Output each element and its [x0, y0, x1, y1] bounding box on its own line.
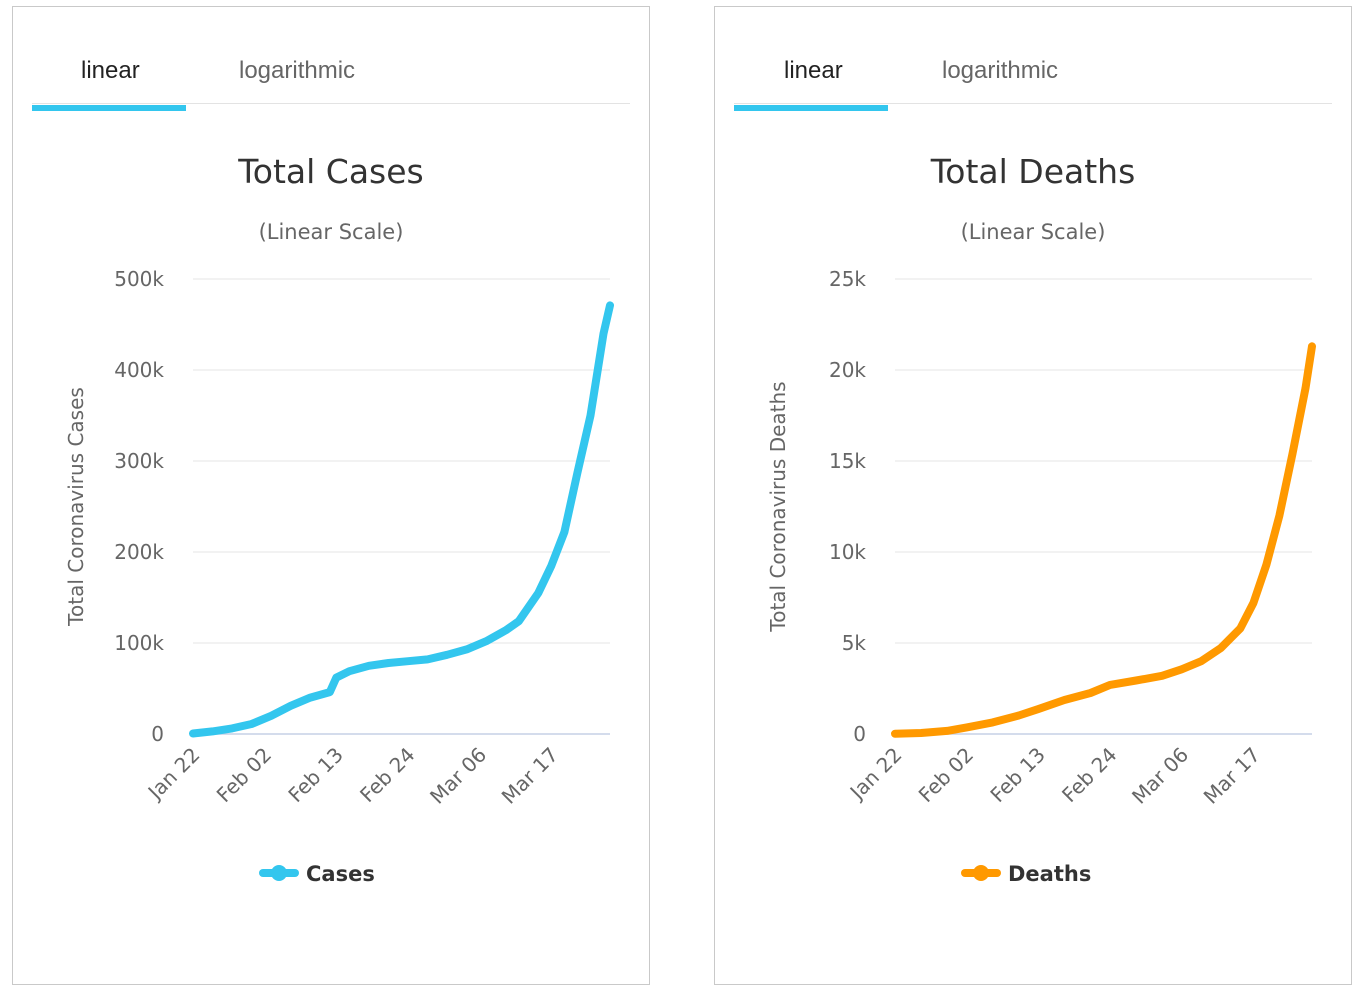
x-tick-label: Feb 13: [985, 743, 1050, 808]
data-point: [1217, 645, 1224, 652]
legend-swatch-marker: [271, 865, 287, 881]
data-point: [1198, 658, 1205, 665]
y-tick-label: 0: [853, 722, 866, 746]
data-point: [1061, 697, 1068, 704]
y-tick-label: 500k: [114, 267, 164, 291]
tab-logarithmic[interactable]: logarithmic: [942, 57, 1059, 84]
y-tick-label: 5k: [842, 631, 867, 655]
chart-title: Total Cases: [237, 152, 424, 191]
x-tick-label: Mar 17: [1199, 743, 1265, 809]
data-point: [561, 528, 568, 535]
x-tick-label: Jan 22: [142, 743, 205, 806]
cases-chart-panel: linear logarithmic Total Cases (Linear Sc…: [12, 6, 650, 985]
data-point: [424, 656, 431, 663]
x-tick-label: Feb 13: [283, 743, 348, 808]
data-point: [385, 660, 392, 667]
data-point: [1237, 625, 1244, 632]
data-point: [515, 618, 522, 625]
y-tick-label: 100k: [114, 631, 164, 655]
data-point: [1035, 706, 1042, 713]
x-tick-label: Feb 24: [1057, 743, 1122, 808]
data-point: [1302, 385, 1309, 392]
data-point: [463, 646, 470, 653]
data-point: [1309, 343, 1315, 350]
data-point: [574, 469, 581, 476]
data-point: [1276, 512, 1283, 519]
tab-logarithmic[interactable]: logarithmic: [239, 57, 356, 84]
data-point: [483, 638, 490, 645]
legend-swatch-marker: [973, 865, 989, 881]
x-tick-label: Feb 24: [355, 743, 420, 808]
data-point: [333, 674, 340, 681]
data-point: [587, 412, 594, 419]
y-tick-label: 400k: [114, 358, 164, 382]
x-tick-label: Feb 02: [914, 743, 979, 808]
deaths-chart-panel: linear logarithmic Total Deaths (Linear S…: [714, 6, 1352, 985]
data-point: [1107, 681, 1114, 688]
chart-subtitle: (Linear Scale): [961, 220, 1106, 244]
cases-chart: Total Cases (Linear Scale) 0 100k 200k 300k 40…: [64, 152, 614, 886]
data-point: [600, 330, 607, 337]
legend-label: Cases: [306, 862, 375, 886]
x-tick-label: Mar 17: [497, 743, 563, 809]
x-tick-label: Feb 02: [212, 743, 277, 808]
data-point: [346, 668, 353, 675]
chart-subtitle: (Linear Scale): [259, 220, 404, 244]
y-tick-label: 10k: [829, 540, 866, 564]
data-point: [444, 651, 451, 658]
y-tick-label: 200k: [114, 540, 164, 564]
data-point: [1087, 690, 1094, 697]
x-tick-label: Jan 22: [844, 743, 907, 806]
tab-bar-divider: [734, 103, 1332, 104]
data-point: [548, 562, 555, 569]
chart-title: Total Deaths: [930, 152, 1136, 191]
tab-active-indicator: [32, 105, 186, 111]
data-point: [190, 730, 196, 737]
tab-linear[interactable]: linear: [784, 57, 843, 84]
x-tick-label: Mar 06: [1127, 743, 1193, 809]
tab-active-indicator: [734, 105, 888, 111]
data-point: [229, 725, 236, 732]
y-tick-label: 25k: [829, 267, 866, 291]
data-point: [607, 302, 613, 309]
data-point: [918, 729, 925, 736]
data-point: [1263, 561, 1270, 568]
x-tick-label: Mar 06: [425, 743, 491, 809]
data-point: [502, 627, 509, 634]
data-point: [365, 662, 372, 669]
data-point: [268, 712, 275, 719]
data-point: [892, 730, 898, 737]
data-point: [989, 719, 996, 726]
data-point: [248, 720, 255, 727]
y-tick-label: 15k: [829, 449, 866, 473]
y-tick-label: 20k: [829, 358, 866, 382]
deaths-chart: Total Deaths (Linear Scale) 0 5k 10k 15k 20k 25…: [766, 152, 1316, 886]
data-point: [405, 658, 412, 665]
y-tick-label: 300k: [114, 449, 164, 473]
tab-bar-divider: [32, 103, 630, 104]
data-point: [1133, 677, 1140, 684]
data-point: [209, 728, 216, 735]
y-axis-label: Total Coronavirus Deaths: [766, 381, 790, 632]
y-tick-label: 0: [151, 722, 164, 746]
data-point: [1289, 450, 1296, 457]
y-axis-label: Total Coronavirus Cases: [64, 387, 88, 627]
data-point: [326, 689, 333, 696]
data-point: [307, 694, 314, 701]
data-point: [944, 727, 951, 734]
data-point: [963, 724, 970, 731]
data-point: [1250, 599, 1257, 606]
data-point: [287, 702, 294, 709]
data-point: [1178, 666, 1185, 673]
data-point: [1015, 712, 1022, 719]
tab-linear[interactable]: linear: [81, 57, 140, 84]
series-line-deaths: [891, 342, 1316, 738]
data-point: [535, 589, 542, 596]
legend-label: Deaths: [1008, 862, 1091, 886]
data-point: [1159, 672, 1166, 679]
series-line-cases: [189, 301, 614, 738]
